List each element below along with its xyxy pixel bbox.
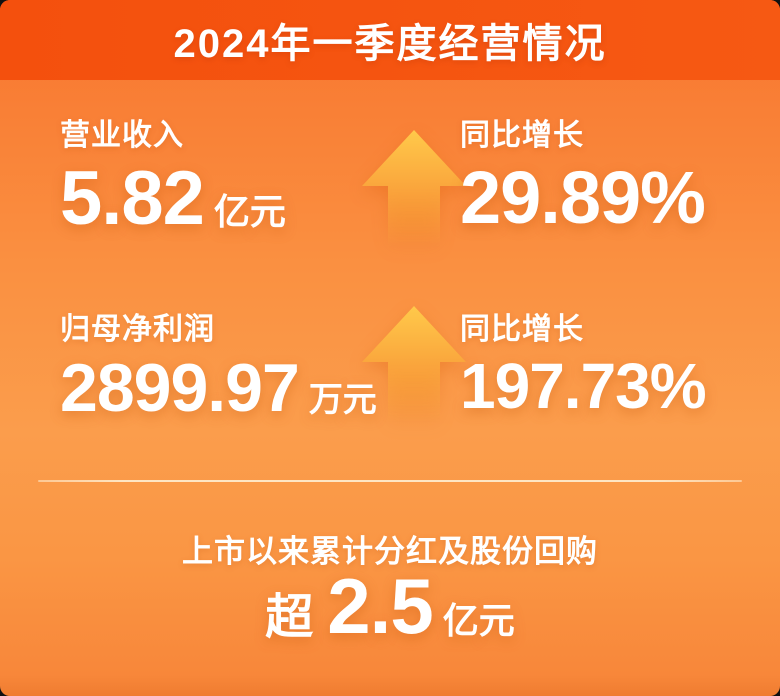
metric-net-profit-growth: 同比增长 197.73% [460, 304, 707, 422]
metric-net-profit: 归母净利润 2899.97 万元 [60, 304, 377, 423]
growth-label: 同比增长 [460, 313, 584, 346]
footer-unit: 亿元 [442, 600, 515, 641]
metric-label: 营业收入 [60, 119, 184, 152]
title-banner: 2024年一季度经营情况 [0, 0, 780, 80]
metric-revenue-growth: 同比增长 29.89% [460, 110, 706, 239]
up-arrow-icon [360, 130, 468, 248]
growth-value: 197.73% [460, 350, 707, 422]
metric-revenue: 营业收入 5.82 亿元 [60, 110, 286, 238]
metric-unit: 万元 [308, 381, 377, 419]
divider [38, 480, 742, 482]
up-arrow-icon [360, 306, 468, 424]
metric-value: 2899.97 万元 [60, 350, 377, 426]
footer-prefix: 超 [265, 591, 314, 644]
metric-value: 5.82 亿元 [60, 160, 286, 238]
metric-unit: 亿元 [213, 191, 286, 232]
page-title: 2024年一季度经营情况 [173, 22, 607, 66]
metric-label: 归母净利润 [60, 313, 215, 346]
growth-label: 同比增长 [460, 119, 584, 152]
footer-number: 2.5 [327, 562, 433, 650]
metric-number: 2899.97 [60, 350, 300, 426]
footer-label: 上市以来累计分红及股份回购 [182, 534, 598, 569]
growth-value: 29.89% [460, 156, 706, 239]
metric-number: 5.82 [60, 156, 205, 241]
footer-value: 超 2.5 亿元 [0, 562, 780, 650]
